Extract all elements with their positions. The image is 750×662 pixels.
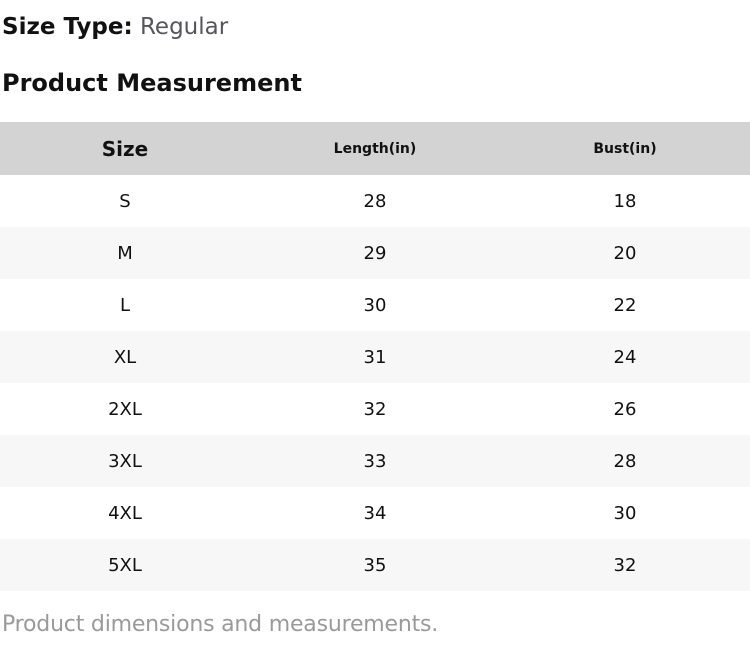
table-row: 2XL 32 26 [0, 383, 750, 436]
cell-size: XL [113, 346, 137, 368]
table-row: M 29 20 [0, 227, 750, 280]
cell-length: 35 [363, 554, 387, 576]
column-header-length: Length(in) [333, 140, 417, 157]
cell-bust: 22 [613, 294, 637, 316]
table-row: 4XL 34 30 [0, 487, 750, 540]
column-header-size: Size [101, 136, 149, 161]
table-row: 3XL 33 28 [0, 435, 750, 488]
cell-bust: 32 [613, 554, 637, 576]
cell-length: 33 [363, 450, 387, 472]
size-type-label: Size Type: [2, 14, 133, 40]
table-row: L 30 22 [0, 279, 750, 332]
cell-bust: 20 [613, 242, 637, 264]
cell-size: 2XL [108, 398, 142, 420]
table-row: XL 31 24 [0, 331, 750, 384]
cell-length: 32 [363, 398, 387, 420]
cell-length: 34 [363, 502, 387, 524]
footer-note: Product dimensions and measurements. [2, 612, 439, 638]
cell-length: 31 [363, 346, 387, 368]
measurement-table: Size Length(in) Bust(in) S 28 18 M 29 20… [0, 122, 750, 592]
cell-size: L [119, 294, 131, 316]
cell-size: S [119, 190, 131, 212]
size-type-value: Regular [139, 14, 229, 40]
cell-bust: 28 [613, 450, 637, 472]
cell-size: 3XL [108, 450, 142, 472]
table-row: 5XL 35 32 [0, 539, 750, 592]
cell-size: 5XL [108, 554, 142, 576]
page-title: Product Measurement [2, 68, 302, 97]
table-row: S 28 18 [0, 175, 750, 228]
cell-length: 29 [363, 242, 387, 264]
table-header-row: Size Length(in) Bust(in) [0, 122, 750, 176]
column-header-bust: Bust(in) [593, 140, 657, 157]
cell-bust: 24 [613, 346, 637, 368]
cell-bust: 26 [613, 398, 637, 420]
size-type-line: Size Type: Regular [0, 0, 750, 43]
cell-length: 30 [363, 294, 387, 316]
cell-bust: 18 [613, 190, 637, 212]
cell-size: 4XL [108, 502, 142, 524]
cell-bust: 30 [613, 502, 637, 524]
cell-size: M [117, 242, 133, 264]
cell-length: 28 [363, 190, 387, 212]
